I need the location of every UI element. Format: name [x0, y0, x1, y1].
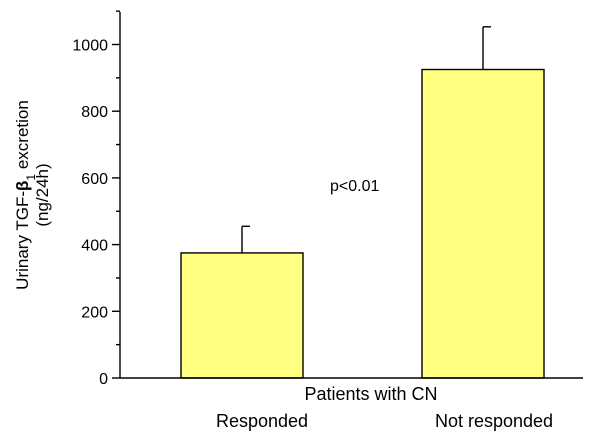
y-axis-title-sub: 1: [24, 174, 38, 181]
y-axis-title-beta: β: [13, 181, 32, 191]
y-tick-label: 400: [81, 238, 108, 255]
y-tick-label: 600: [81, 171, 108, 188]
labels-layer: p<0.01 Patients with CN Urinary TGF-β1 e…: [13, 100, 438, 404]
bar-not-responded: [421, 68, 545, 379]
y-tick-label: 0: [99, 371, 108, 388]
bar-responded: [180, 252, 304, 379]
x-axis-title: Patients with CN: [304, 384, 437, 404]
y-axis-title-line2: (ng/24h): [33, 163, 52, 226]
y-tick-label: 200: [81, 304, 108, 321]
y-tick-label: 800: [81, 104, 108, 121]
category-labels: Responded Not responded: [216, 411, 553, 431]
p-value-annotation: p<0.01: [330, 178, 379, 195]
category-label: Not responded: [435, 411, 553, 431]
y-tick-label: 1000: [72, 38, 108, 55]
y-axis-title: Urinary TGF-β1 excretion (ng/24h): [13, 100, 52, 290]
bars-layer: [180, 26, 545, 379]
y-axis-title-pre: Urinary TGF-: [13, 191, 32, 290]
y-axis-title-post: excretion: [13, 100, 32, 174]
axes-layer: [119, 12, 583, 379]
y-axis-title-line1: Urinary TGF-β1 excretion: [13, 100, 38, 290]
y-ticks: 0 200 400 600 800 1000: [72, 10, 120, 388]
category-label: Responded: [216, 411, 308, 431]
